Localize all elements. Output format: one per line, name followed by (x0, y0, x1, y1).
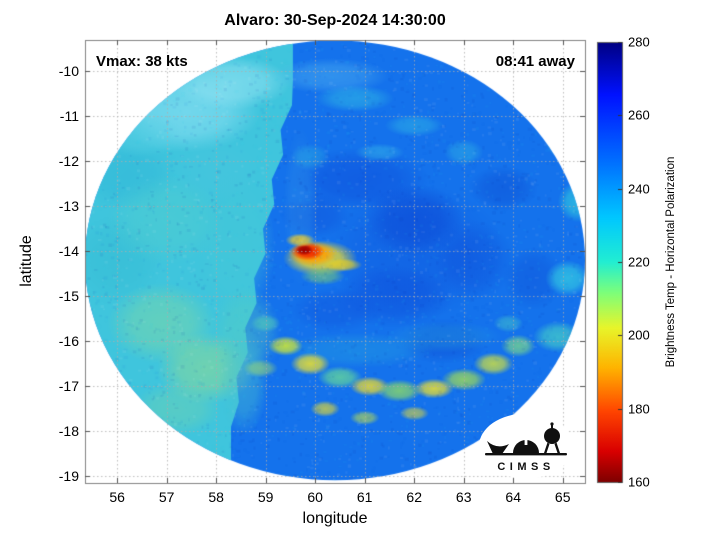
x-tick-label: 60 (307, 489, 323, 505)
x-tick-label: 59 (257, 489, 274, 505)
x-tick-label: 62 (406, 489, 422, 505)
y-tick-label: -18 (58, 423, 79, 440)
x-tick-label: 61 (356, 489, 373, 505)
x-tick-label: 58 (208, 489, 224, 505)
y-tick-label: -10 (58, 63, 79, 80)
cimss-logo-text: CIMSS (497, 461, 554, 473)
dome-slit (524, 436, 528, 445)
x-tick-label: 56 (109, 489, 125, 505)
colorbar-label: Brightness Temp - Horizontal Polarizatio… (665, 156, 677, 368)
colorbar-tick-label: 200 (628, 327, 650, 343)
colorbar-tick-label: 160 (628, 474, 650, 490)
colorbar-tick-label: 220 (628, 254, 650, 270)
cimss-logo-silhouette (485, 422, 567, 456)
tower-leg-right (554, 442, 560, 453)
time-away-annotation: 08:41 away (495, 53, 575, 70)
plot-title: Alvaro: 30-Sep-2024 14:30:00 (224, 12, 446, 29)
y-tick-label: -12 (58, 153, 79, 170)
x-tick-label: 65 (554, 489, 571, 505)
x-tick-label: 64 (505, 489, 521, 505)
tower-antenna-tip (550, 422, 554, 426)
y-tick-label: -17 (58, 378, 79, 395)
y-tick-label: -13 (58, 198, 79, 215)
colorbar-tick-label: 280 (628, 34, 650, 50)
y-tick-label: -14 (58, 243, 79, 260)
cimss-logo: CIMSS (479, 413, 573, 479)
vmax-annotation: Vmax: 38 kts (96, 53, 188, 70)
y-tick-label: -15 (58, 288, 79, 305)
y-tick-label: -11 (59, 108, 79, 125)
logo-ground-line (485, 453, 567, 456)
y-tick-label: -19 (58, 468, 79, 485)
tower-antenna (551, 425, 553, 430)
x-axis-label: longitude (302, 510, 368, 527)
colorbar-tick-label: 180 (628, 401, 650, 417)
observatory-dome-icon (513, 440, 539, 453)
y-axis-label: latitude (18, 235, 35, 287)
tower-leg-left (544, 442, 550, 453)
dish-antenna-icon (487, 441, 509, 454)
x-tick-label: 57 (158, 489, 175, 505)
x-tick-label: 63 (455, 489, 472, 505)
colorbar-tick-label: 240 (628, 181, 650, 197)
y-tick-label: -16 (58, 333, 79, 350)
satellite-tower-icon (544, 428, 560, 444)
colorbar-tick-label: 260 (628, 107, 650, 123)
